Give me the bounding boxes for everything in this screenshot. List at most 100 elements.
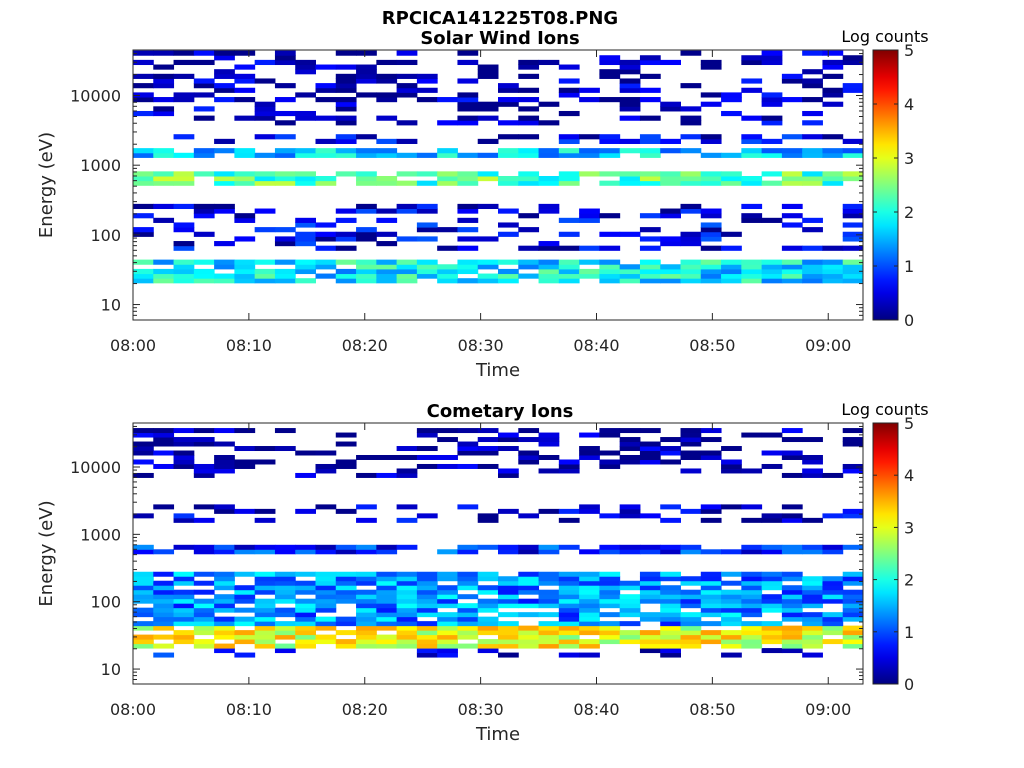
heatmap-cell: [356, 64, 377, 70]
heatmap-cell: [133, 92, 154, 98]
heatmap-cell: [214, 625, 235, 631]
heatmap-cell: [761, 217, 783, 223]
heatmap-cell: [660, 446, 681, 452]
heatmap-cell: [315, 231, 337, 237]
heatmap-cell: [761, 463, 783, 469]
heatmap-cell: [579, 508, 600, 514]
heatmap-cell: [741, 59, 763, 66]
heatmap-cell: [639, 634, 661, 640]
heatmap-cell: [599, 180, 621, 186]
heatmap-cell: [558, 171, 580, 177]
heatmap-cell: [660, 652, 681, 658]
heatmap-cell: [437, 652, 458, 658]
heatmap-cell: [660, 450, 681, 456]
heatmap-cell: [193, 171, 215, 177]
heatmap-cell: [477, 176, 499, 182]
heatmap-cell: [639, 454, 661, 460]
heatmap-cell: [579, 259, 600, 265]
heatmap-cell: [700, 549, 722, 555]
heatmap-cell: [193, 268, 215, 275]
heatmap-cell: [133, 643, 154, 649]
heatmap-cell: [234, 87, 256, 93]
heatmap-cell: [133, 273, 154, 279]
heatmap-cell: [842, 268, 863, 275]
heatmap-cell: [802, 652, 823, 658]
heatmap-cell: [437, 621, 458, 627]
heatmap-cell: [153, 217, 175, 223]
heatmap-cell: [680, 236, 702, 242]
heatmap-cell: [700, 176, 722, 182]
heatmap-cell: [680, 83, 702, 89]
heatmap-cell: [153, 106, 175, 112]
heatmap-cell: [619, 639, 641, 645]
colorbar-title: Log counts: [841, 27, 928, 46]
heatmap-cell: [538, 148, 560, 154]
heatmap-cell: [741, 598, 763, 604]
heatmap-cell: [214, 549, 235, 555]
heatmap-cell: [781, 222, 803, 228]
heatmap-cell: [356, 273, 377, 279]
heatmap-cell: [802, 549, 823, 555]
heatmap-cell: [254, 106, 276, 112]
heatmap-cell: [437, 616, 458, 622]
heatmap-cell: [254, 101, 276, 107]
heatmap-cell: [335, 64, 357, 70]
heatmap-cell: [558, 176, 580, 182]
heatmap-cell: [538, 176, 560, 182]
heatmap-cell: [498, 589, 519, 595]
heatmap-cell: [335, 459, 357, 465]
heatmap-cell: [356, 607, 377, 613]
heatmap-cell: [781, 437, 803, 443]
heatmap-cell: [376, 549, 398, 555]
heatmap-cell: [295, 589, 316, 595]
heatmap-cell: [477, 513, 499, 519]
x-tick-label: 08:50: [689, 700, 735, 719]
heatmap-cell: [538, 432, 560, 438]
heatmap-cell: [335, 585, 357, 591]
heatmap-cell: [700, 134, 722, 140]
heatmap-cell: [254, 580, 276, 586]
heatmap-cell: [558, 152, 580, 158]
heatmap-cell: [721, 97, 742, 103]
heatmap-cell: [639, 585, 661, 591]
heatmap-cell: [700, 621, 722, 627]
heatmap-cell: [335, 73, 357, 79]
heatmap-cell: [356, 69, 377, 75]
heatmap-cell: [761, 625, 783, 631]
heatmap-cell: [599, 459, 621, 465]
heatmap-cell: [518, 227, 540, 233]
heatmap-cell: [741, 217, 763, 223]
heatmap-cell: [781, 598, 803, 604]
heatmap-cell: [173, 203, 195, 210]
heatmap-cell: [579, 217, 600, 223]
heatmap-cell: [599, 152, 621, 158]
heatmap-cell: [437, 634, 458, 640]
heatmap-cell: [579, 245, 600, 251]
heatmap-cell: [234, 634, 256, 640]
heatmap-cell: [802, 217, 823, 223]
heatmap-cell: [234, 115, 256, 121]
heatmap-cell: [660, 176, 681, 182]
heatmap-cell: [173, 580, 195, 586]
heatmap-cell: [274, 241, 296, 247]
heatmap-cell: [538, 437, 560, 443]
heatmap-cell: [579, 612, 600, 618]
heatmap-cell: [781, 203, 803, 210]
heatmap-cell: [781, 450, 803, 456]
heatmap-cell: [133, 607, 154, 613]
heatmap-cell: [416, 571, 438, 577]
heatmap-cell: [741, 544, 763, 550]
heatmap-cell: [457, 450, 479, 456]
heatmap-cell: [153, 50, 175, 56]
heatmap-cell: [498, 87, 519, 93]
heatmap-cell: [173, 59, 195, 66]
heatmap-cell: [396, 180, 418, 186]
heatmap-cell: [558, 607, 580, 613]
heatmap-cell: [599, 630, 621, 636]
heatmap-cell: [416, 594, 438, 600]
heatmap-cell: [842, 278, 863, 284]
heatmap-cell: [214, 571, 235, 577]
heatmap-cell: [376, 73, 398, 79]
heatmap-cell: [335, 134, 357, 140]
heatmap-cell: [700, 213, 722, 219]
